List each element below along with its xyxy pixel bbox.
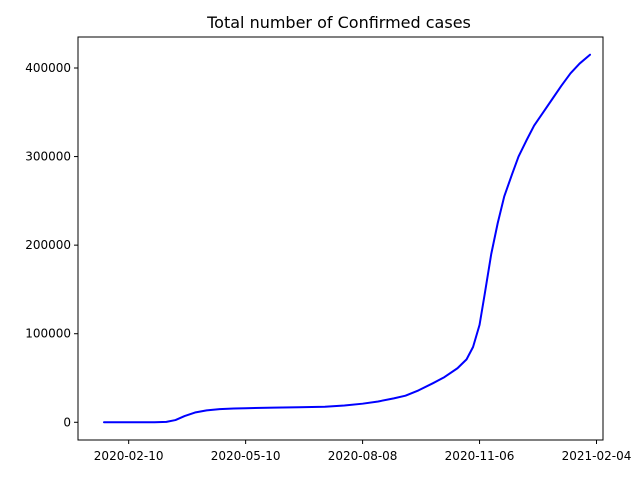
series-line-1 <box>102 53 591 424</box>
y-tick-label: 400000 <box>25 61 71 75</box>
y-tick-label: 0 <box>63 415 71 429</box>
x-tick-label: 2021-02-04 <box>562 449 632 463</box>
x-tick-label: 2020-11-06 <box>445 449 515 463</box>
chart-title: Total number of Confirmed cases <box>206 13 471 32</box>
x-tick-label: 2020-08-08 <box>328 449 398 463</box>
x-tick-label: 2020-02-10 <box>94 449 164 463</box>
y-tick-label: 300000 <box>25 150 71 164</box>
x-tick-label: 2020-05-10 <box>211 449 281 463</box>
series-layer <box>102 53 591 424</box>
y-axis-ticks: 0 100000 200000 300000 400000 <box>25 61 78 429</box>
x-axis-ticks: 2020-02-10 2020-05-10 2020-08-08 2020-11-06… <box>94 440 632 463</box>
plot-frame <box>77 36 604 441</box>
y-tick-label: 200000 <box>25 238 71 252</box>
y-tick-label: 100000 <box>25 327 71 341</box>
